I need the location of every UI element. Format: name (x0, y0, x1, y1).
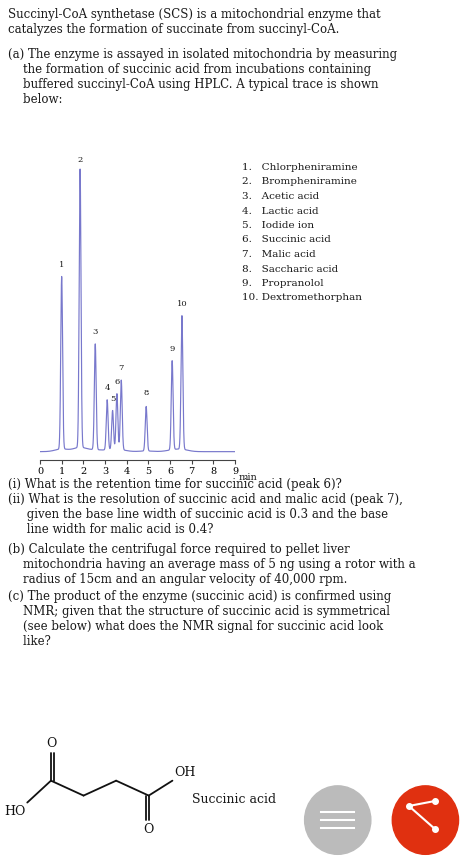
Text: given the base line width of succinic acid is 0.3 and the base: given the base line width of succinic ac… (8, 508, 388, 521)
Text: 8.   Saccharic acid: 8. Saccharic acid (242, 265, 338, 273)
Text: catalyzes the formation of succinate from succinyl-CoA.: catalyzes the formation of succinate fro… (8, 23, 339, 36)
Text: radius of 15cm and an angular velocity of 40,000 rpm.: radius of 15cm and an angular velocity o… (8, 573, 347, 586)
Text: line width for malic acid is 0.4?: line width for malic acid is 0.4? (8, 523, 213, 536)
Text: 3: 3 (92, 328, 98, 336)
Text: 4: 4 (104, 384, 110, 392)
Text: HO: HO (4, 804, 25, 817)
Text: 9: 9 (170, 345, 175, 353)
Text: 3.   Acetic acid: 3. Acetic acid (242, 192, 319, 201)
Text: (i) What is the retention time for succinic acid (peak 6)?: (i) What is the retention time for succi… (8, 478, 342, 491)
Text: O: O (144, 823, 154, 836)
Text: NMR; given that the structure of succinic acid is symmetrical: NMR; given that the structure of succini… (8, 605, 390, 618)
Text: (b) Calculate the centrifugal force required to pellet liver: (b) Calculate the centrifugal force requ… (8, 543, 350, 556)
Text: below:: below: (8, 93, 63, 106)
Ellipse shape (305, 785, 371, 855)
Text: 7.   Malic acid: 7. Malic acid (242, 250, 316, 259)
Text: 9.   Propranolol: 9. Propranolol (242, 279, 324, 288)
Text: Succinyl-CoA synthetase (SCS) is a mitochondrial enzyme that: Succinyl-CoA synthetase (SCS) is a mitoc… (8, 8, 381, 21)
Text: like?: like? (8, 635, 51, 648)
Text: buffered succinyl-CoA using HPLC. A typical trace is shown: buffered succinyl-CoA using HPLC. A typi… (8, 78, 379, 91)
Text: 6: 6 (114, 378, 119, 387)
Text: 8: 8 (144, 389, 149, 397)
Ellipse shape (392, 785, 458, 855)
Text: the formation of succinic acid from incubations containing: the formation of succinic acid from incu… (8, 63, 371, 76)
Text: 10: 10 (177, 300, 187, 308)
Text: 4.   Lactic acid: 4. Lactic acid (242, 207, 319, 215)
Text: O: O (46, 737, 56, 750)
Text: min: min (238, 472, 257, 482)
Text: 1: 1 (59, 261, 64, 269)
Text: Succinic acid: Succinic acid (192, 793, 276, 806)
Text: (ii) What is the resolution of succinic acid and malic acid (peak 7),: (ii) What is the resolution of succinic … (8, 493, 403, 506)
Text: 5.   Iodide ion: 5. Iodide ion (242, 221, 314, 230)
Text: 6.   Succinic acid: 6. Succinic acid (242, 235, 331, 245)
Text: (a) The enzyme is assayed in isolated mitochondria by measuring: (a) The enzyme is assayed in isolated mi… (8, 48, 397, 61)
Text: 10. Dextromethorphan: 10. Dextromethorphan (242, 293, 362, 303)
Text: (c) The product of the enzyme (succinic acid) is confirmed using: (c) The product of the enzyme (succinic … (8, 590, 391, 603)
Text: 1.   Chlorpheniramine: 1. Chlorpheniramine (242, 163, 357, 172)
Text: OH: OH (174, 766, 196, 778)
Text: mitochondria having an average mass of 5 ng using a rotor with a: mitochondria having an average mass of 5… (8, 558, 416, 571)
Text: 5: 5 (110, 395, 115, 403)
Text: 2.   Brompheniramine: 2. Brompheniramine (242, 177, 357, 187)
Text: (see below) what does the NMR signal for succinic acid look: (see below) what does the NMR signal for… (8, 620, 383, 633)
Text: 2: 2 (77, 156, 82, 163)
Text: 7: 7 (118, 364, 124, 372)
